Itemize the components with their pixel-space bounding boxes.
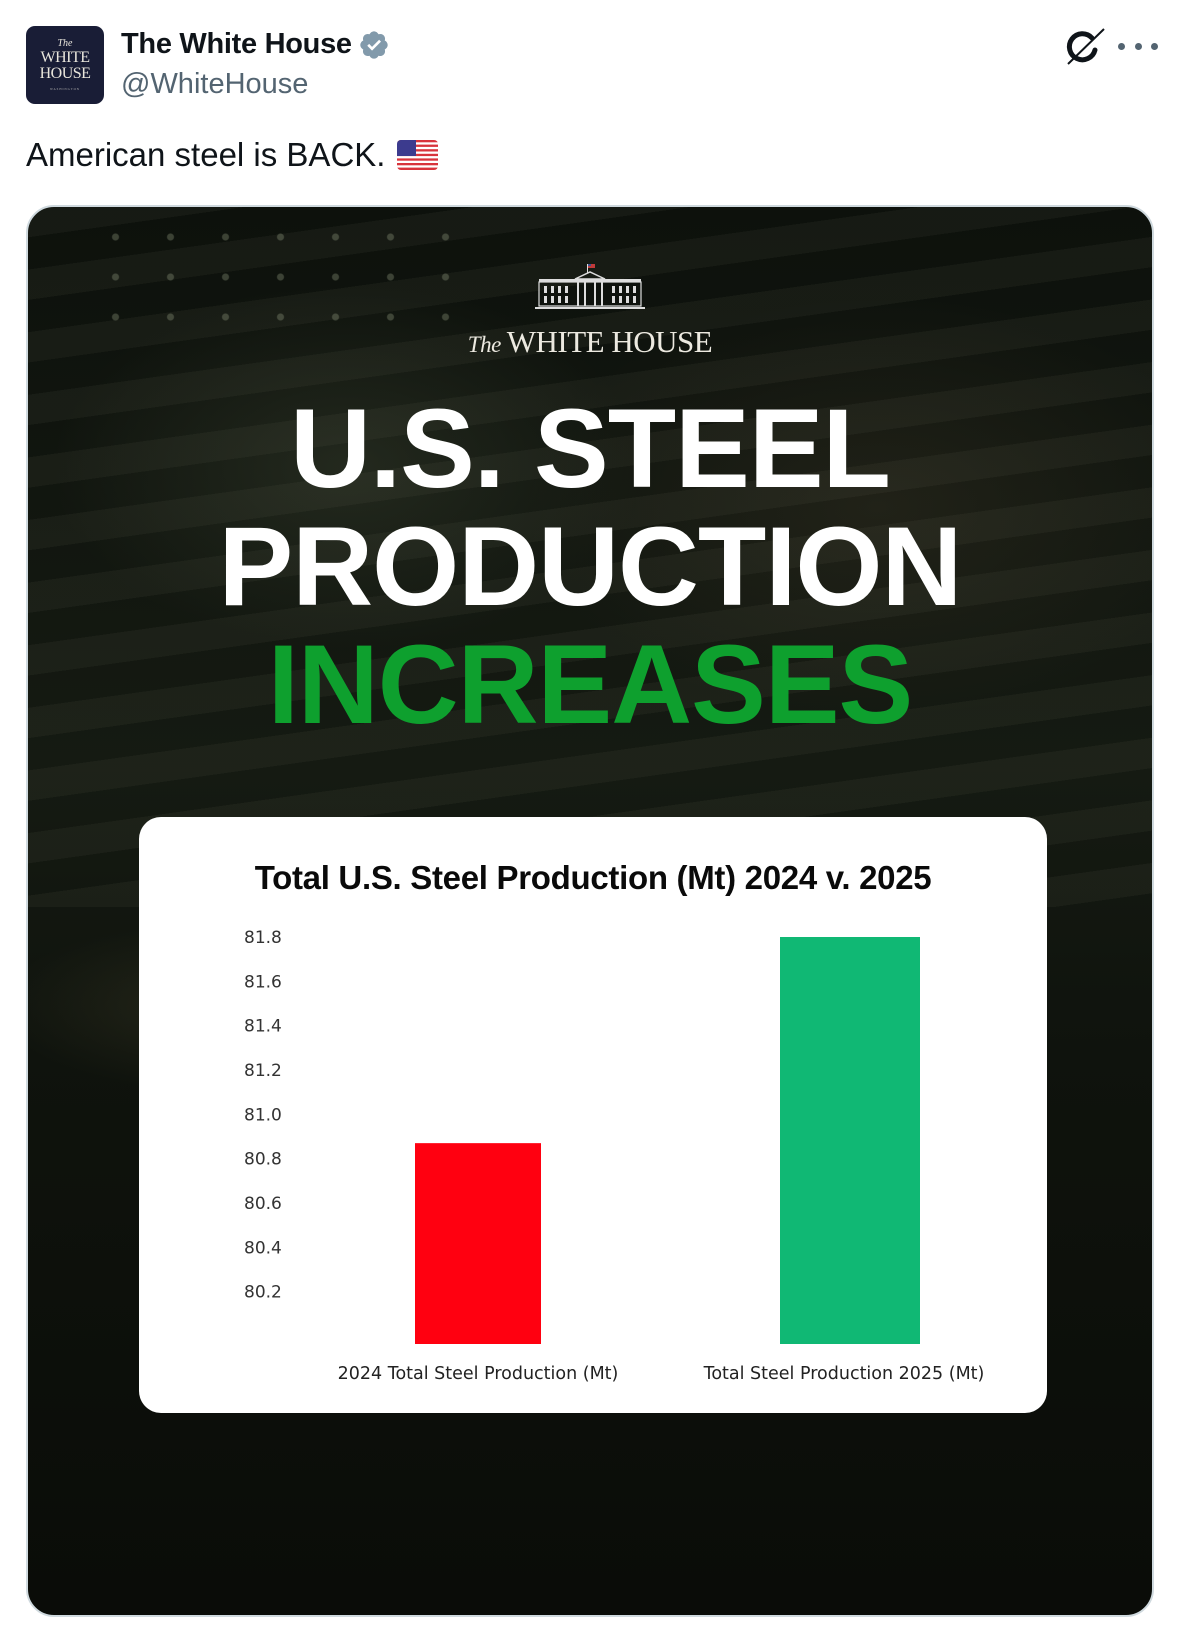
dot bbox=[1118, 42, 1125, 50]
white-house-building-icon bbox=[535, 264, 645, 309]
grok-icon[interactable] bbox=[1062, 26, 1108, 68]
y-tick-label: 81.2 bbox=[244, 1061, 282, 1081]
more-options-button[interactable] bbox=[1118, 34, 1158, 58]
x-category-label: Total Steel Production 2025 (Mt) bbox=[703, 1364, 985, 1384]
bar-2025 bbox=[780, 937, 920, 1344]
headline: U.S. STEEL PRODUCTION INCREASES bbox=[28, 390, 1152, 744]
white-house-logo-text: The WHITE HOUSE bbox=[467, 324, 713, 359]
avatar-wordmark: WHITE HOUSE bbox=[39, 49, 91, 82]
white-house-logo: The WHITE HOUSE bbox=[28, 262, 1152, 360]
dot bbox=[1134, 42, 1142, 50]
author-name-text[interactable]: The White House bbox=[121, 28, 352, 60]
author-handle[interactable]: @WhiteHouse bbox=[121, 68, 309, 100]
headline-line-1: U.S. STEEL bbox=[290, 386, 891, 511]
author-name[interactable]: The White House bbox=[121, 28, 390, 61]
y-tick-label: 80.4 bbox=[244, 1238, 282, 1258]
bar-2024 bbox=[415, 1143, 541, 1344]
y-tick-label: 80.6 bbox=[244, 1194, 282, 1214]
y-tick-label: 80.8 bbox=[244, 1150, 282, 1170]
tweet-text-body: American steel is BACK. bbox=[26, 136, 386, 173]
chart-title: Total U.S. Steel Production (Mt) 2024 v.… bbox=[254, 859, 932, 896]
verified-badge-icon bbox=[360, 30, 388, 59]
bar-chart: 81.8 81.6 81.4 81.2 81.0 80.8 80.6 80.4 80.2 2024… bbox=[244, 928, 985, 1384]
flag-background-stars bbox=[88, 217, 468, 337]
y-tick-label: 80.2 bbox=[244, 1283, 282, 1303]
avatar-subtitle: WASHINGTON bbox=[50, 87, 80, 91]
y-tick-label: 81.4 bbox=[244, 1017, 282, 1037]
y-tick-label: 81.6 bbox=[244, 972, 282, 992]
headline-line-3: INCREASES bbox=[267, 622, 913, 747]
flag-background-stripes bbox=[28, 207, 1152, 907]
us-flag-icon bbox=[397, 140, 439, 170]
y-tick-label: 81.8 bbox=[244, 928, 282, 948]
avatar-the: The bbox=[57, 38, 73, 49]
x-category-label: 2024 Total Steel Production (Mt) bbox=[338, 1364, 619, 1384]
avatar[interactable]: The WHITE HOUSE WASHINGTON bbox=[26, 26, 104, 104]
headline-line-2: PRODUCTION bbox=[218, 504, 963, 629]
chart-card: Total U.S. Steel Production (Mt) 2024 v.… bbox=[139, 817, 1047, 1413]
post-media-image[interactable]: The WHITE HOUSE U.S. STEEL PRODUCTION INC… bbox=[26, 205, 1154, 1617]
tweet-text: American steel is BACK. bbox=[26, 136, 439, 174]
y-tick-label: 81.0 bbox=[244, 1105, 282, 1125]
dot bbox=[1151, 42, 1158, 50]
